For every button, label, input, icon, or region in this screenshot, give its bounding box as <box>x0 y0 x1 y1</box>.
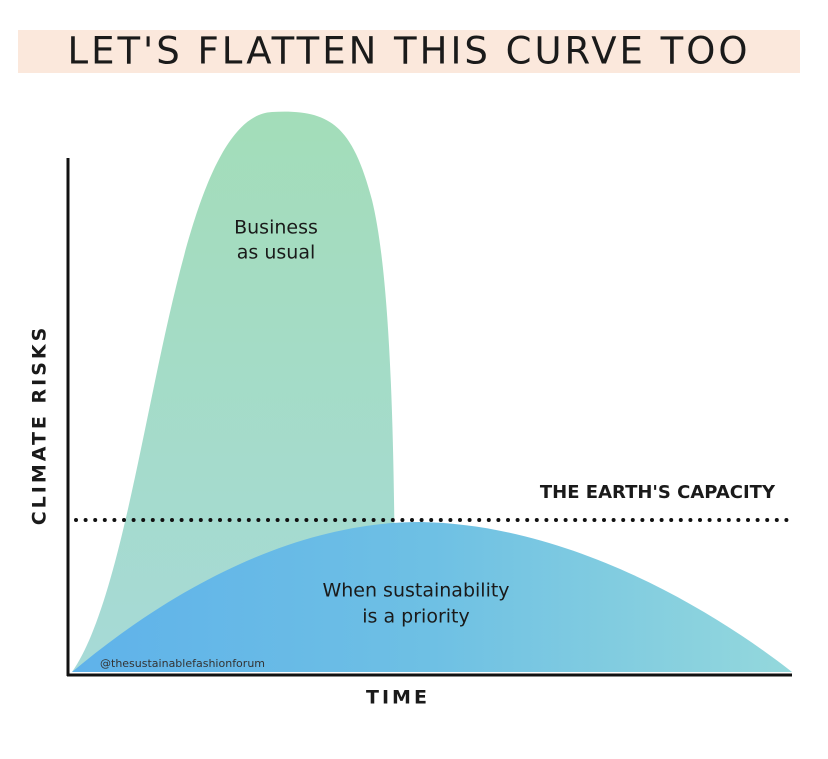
curve-label: is a priority <box>362 606 469 628</box>
curve-label: as usual <box>237 242 316 264</box>
business-curve <box>72 111 395 673</box>
curve-label: Business <box>234 217 318 239</box>
x-axis-label: TIME <box>366 687 430 709</box>
capacity-label: THE EARTH'S CAPACITY <box>540 482 776 503</box>
y-axis-label: CLIMATE RISKS <box>29 325 51 526</box>
title: LET'S FLATTEN THIS CURVE TOO <box>67 30 750 73</box>
title-band <box>18 30 800 73</box>
sustainable-curve <box>72 522 792 672</box>
curve-label: When sustainability <box>322 580 509 602</box>
watermark: @thesustainablefashionforum <box>100 657 265 670</box>
